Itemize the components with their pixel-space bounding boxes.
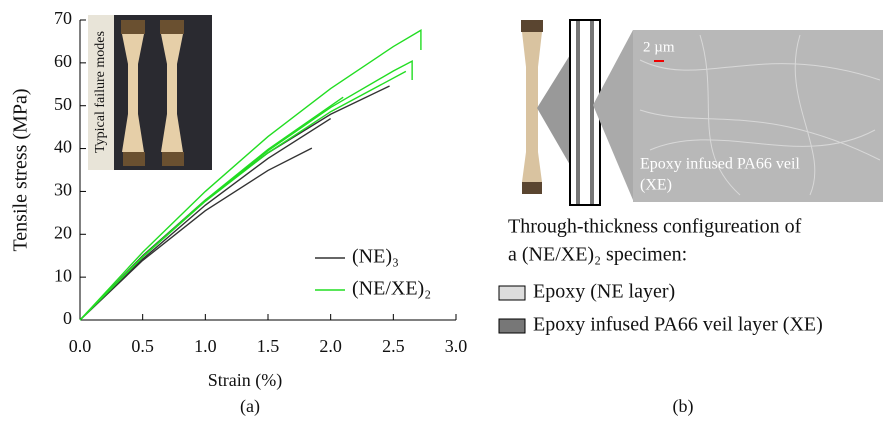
image-label: (XE) — [640, 177, 672, 194]
y-tick-label: 60 — [54, 51, 72, 71]
x-tick-label: 2.5 — [382, 336, 405, 356]
y-tick-label: 30 — [54, 180, 72, 200]
y-tick-label: 10 — [54, 265, 72, 285]
x-tick-label: 0.5 — [131, 336, 154, 356]
y-tick-label: 70 — [54, 8, 72, 28]
y-tick-label: 20 — [54, 222, 72, 242]
specimen-grip — [160, 20, 184, 34]
specimen-grip — [162, 152, 184, 166]
y-axis-label: Tensile stress (MPa) — [10, 88, 32, 251]
description: Through-thickness configureation of — [508, 216, 802, 238]
legend-label: (NE)₃ — [352, 246, 399, 268]
x-tick-label: 2.0 — [319, 336, 342, 356]
line — [80, 148, 312, 320]
y-tick-label: 40 — [54, 137, 72, 157]
y-tick-label: 0 — [63, 308, 72, 328]
legend-swatch — [499, 286, 525, 300]
specimen-grip — [521, 20, 543, 32]
specimen-grip — [121, 20, 145, 34]
x-tick-label: 1.0 — [194, 336, 217, 356]
veil-layer — [590, 21, 594, 204]
specimen-grip — [123, 152, 145, 166]
legend-swatch — [499, 319, 525, 333]
legend-label: Epoxy (NE layer) — [533, 281, 675, 303]
x-tick-label: 3.0 — [445, 336, 468, 356]
zoom-wedge — [537, 55, 570, 165]
layup-strip — [570, 20, 600, 205]
figure: Typical failure modes Strain (%) Tensile… — [0, 0, 892, 421]
image-label: Epoxy infused PA66 veil — [640, 156, 800, 173]
legend-label: Epoxy infused PA66 veil layer (XE) — [533, 314, 823, 336]
description: a (NE/XE)₂ specimen: — [508, 244, 687, 266]
inset-label: Typical failure modes — [93, 31, 108, 153]
legend-label: (NE/XE)₂ — [352, 278, 431, 300]
y-tick-label: 50 — [54, 94, 72, 114]
x-tick-label: 1.5 — [257, 336, 280, 356]
x-axis-label: Strain (%) — [208, 370, 282, 391]
caption: (a) — [240, 396, 260, 417]
caption: (b) — [673, 396, 694, 417]
specimen-grip — [522, 182, 542, 194]
scale-bar-label: 2 µm — [643, 39, 675, 55]
veil-layer — [576, 21, 580, 204]
x-tick-label: 0.0 — [69, 336, 92, 356]
